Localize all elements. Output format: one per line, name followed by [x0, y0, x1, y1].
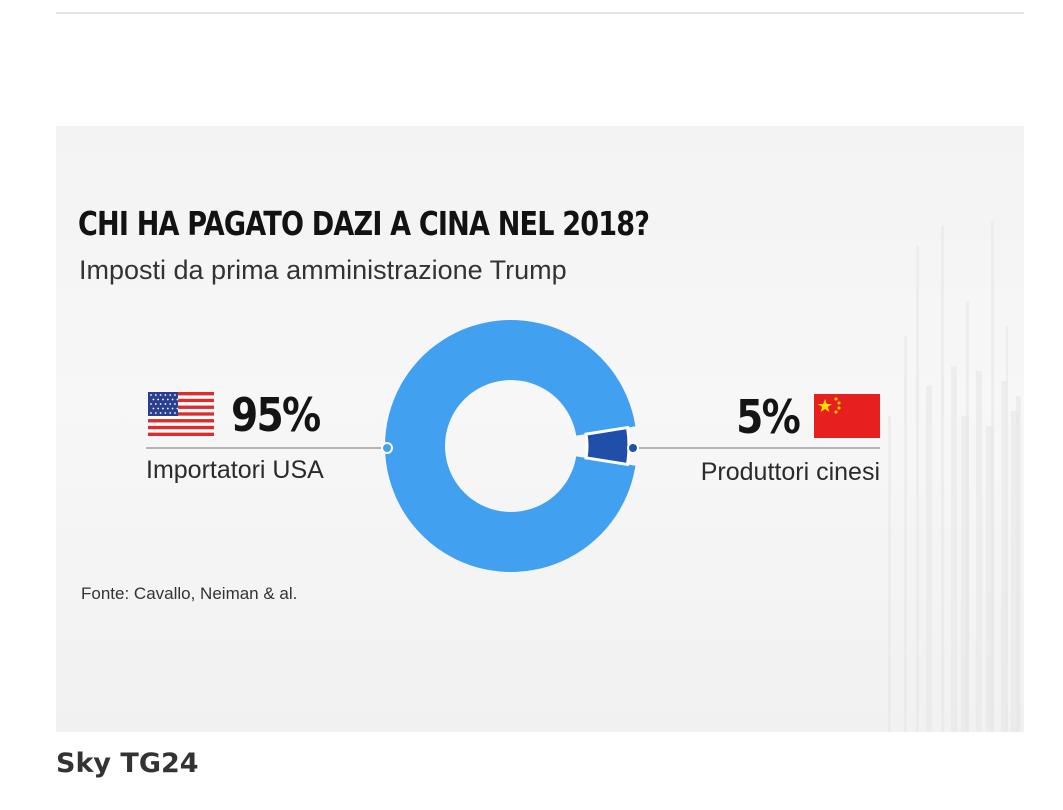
donut-slice-produttori-cinesi [584, 425, 631, 467]
chart-subtitle: Imposti da prima amministrazione Trump [79, 255, 567, 285]
source-note: Fonte: Cavallo, Neiman & al. [81, 584, 298, 603]
slice-label: Produttori cinesi [700, 458, 880, 486]
slice-value-label: 95% [231, 388, 321, 442]
flag-china-icon [814, 394, 880, 438]
slice-label: Importatori USA [146, 456, 324, 484]
donut-chart [146, 320, 880, 572]
background-decoration [888, 221, 1021, 732]
chart-title: CHI HA PAGATO DAZI A CINA NEL 2018? [78, 204, 650, 243]
flag-usa-icon [148, 392, 214, 436]
slice-value-label: 5% [736, 390, 801, 444]
leader-dot-right [627, 442, 639, 454]
donut-slice-importatori-usa [385, 320, 636, 572]
leader-dot-left [381, 442, 393, 454]
infographic-card: CHI HA PAGATO DAZI A CINA NEL 2018? Impo… [56, 126, 1024, 732]
top-divider [56, 12, 1024, 14]
image-caption: Sky TG24 [56, 748, 199, 779]
